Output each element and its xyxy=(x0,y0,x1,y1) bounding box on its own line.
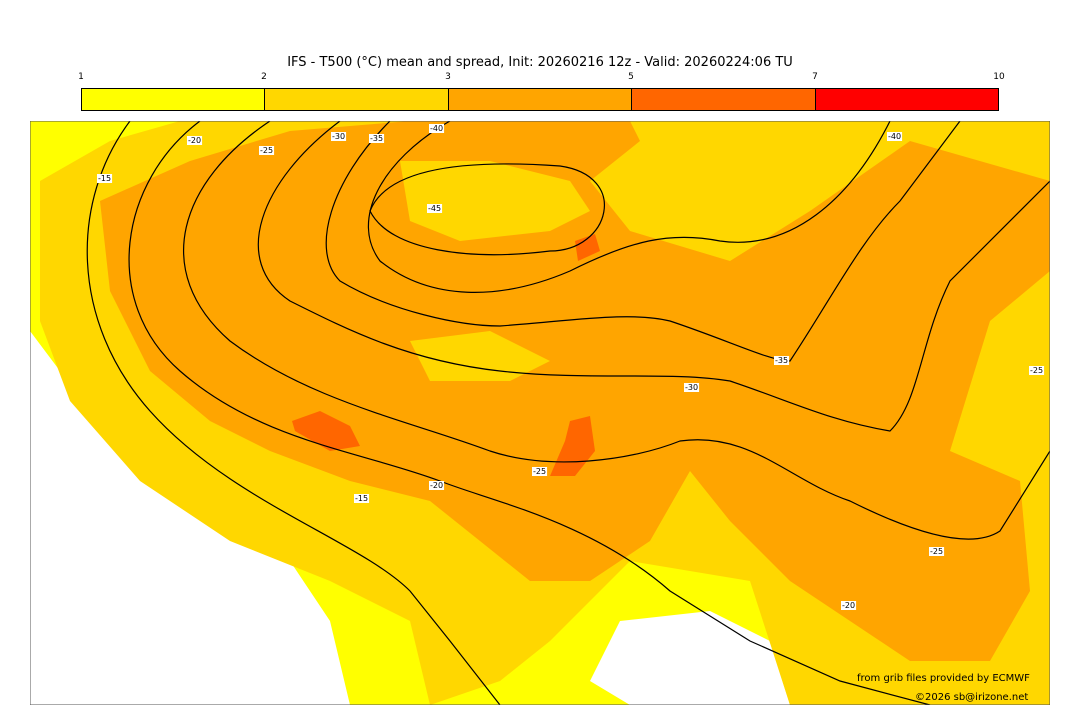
contour-label: -25 xyxy=(930,547,943,556)
spread-5-7-patch xyxy=(292,411,360,451)
colorbar-tick: 1 xyxy=(78,72,84,82)
contour-label: -30 xyxy=(685,383,698,392)
colorbar-segment xyxy=(82,89,266,110)
contour-label: -40 xyxy=(430,124,443,133)
colorbar-segment xyxy=(448,89,633,110)
spread-2-3-patch xyxy=(400,161,590,241)
contour-label-bg xyxy=(429,481,445,490)
contour-label: -15 xyxy=(98,174,111,183)
contour-label: -20 xyxy=(430,481,443,490)
contour-label-bg xyxy=(929,547,945,556)
isotherm-minus15 xyxy=(86,121,501,705)
colorbar-segment xyxy=(632,89,816,110)
isotherm-minus40 xyxy=(367,121,891,293)
contour-label-bg xyxy=(429,124,445,133)
source-credit: from grib files provided by ECMWF xyxy=(857,673,1030,684)
spread-5-7-patch xyxy=(575,234,600,261)
contour-label-bg xyxy=(354,494,370,503)
contour-label-bg xyxy=(97,174,113,183)
chart-title: IFS - T500 (°C) mean and spread, Init: 2… xyxy=(287,55,793,70)
colorbar-segment xyxy=(815,89,999,110)
isotherm-minus20 xyxy=(128,121,931,705)
contour-label: -35 xyxy=(370,134,383,143)
contour-label: -25 xyxy=(533,467,546,476)
contour-label: -40 xyxy=(888,132,901,141)
isotherm-minus35 xyxy=(325,121,961,362)
contour-label-bg xyxy=(331,132,347,141)
contour-label-bg xyxy=(259,146,275,155)
contour-label: -20 xyxy=(188,136,201,145)
contour-label: -30 xyxy=(332,132,345,141)
colorbar-tick: 5 xyxy=(628,72,634,82)
contour-label: -35 xyxy=(775,356,788,365)
contour-label-bg xyxy=(532,467,548,476)
contour-label-bg xyxy=(841,601,857,610)
contour-label-bg xyxy=(774,356,790,365)
contour-label-bg xyxy=(369,134,385,143)
contour-label-bg xyxy=(1029,366,1045,375)
contour-label: -45 xyxy=(428,204,441,213)
copyright: ©2026 sb@irizone.net xyxy=(915,692,1029,703)
contour-label-bg xyxy=(887,132,903,141)
isotherm-minus25 xyxy=(183,121,1050,540)
isotherm-minus30 xyxy=(257,121,1050,432)
contour-label: -15 xyxy=(355,494,368,503)
spread-2-3-patch xyxy=(410,331,550,381)
contour-label-bg xyxy=(684,383,700,392)
colorbar-tick: 7 xyxy=(812,72,818,82)
colorbar xyxy=(81,88,999,111)
colorbar-segment xyxy=(265,89,449,110)
colorbar-tick: 10 xyxy=(993,72,1005,82)
no-data-region xyxy=(30,331,350,705)
contour-label-bg xyxy=(427,204,443,213)
contour-label: -20 xyxy=(842,601,855,610)
spread-3-5 xyxy=(100,121,1050,661)
spread-map: -15 -20 -25 -30 -35 -40 -45 -40 -35 -30 … xyxy=(30,121,1050,705)
contour-label: -25 xyxy=(260,146,273,155)
contour-label-bg xyxy=(187,136,203,145)
isotherm-minus45 xyxy=(369,163,605,256)
colorbar-tick: 3 xyxy=(445,72,451,82)
colorbar-tick: 2 xyxy=(261,72,267,82)
isotherms xyxy=(86,121,1050,705)
contour-label: -25 xyxy=(1030,366,1043,375)
contour-labels: -15 -20 -25 -30 -35 -40 -45 -40 -35 -30 … xyxy=(97,124,1045,610)
